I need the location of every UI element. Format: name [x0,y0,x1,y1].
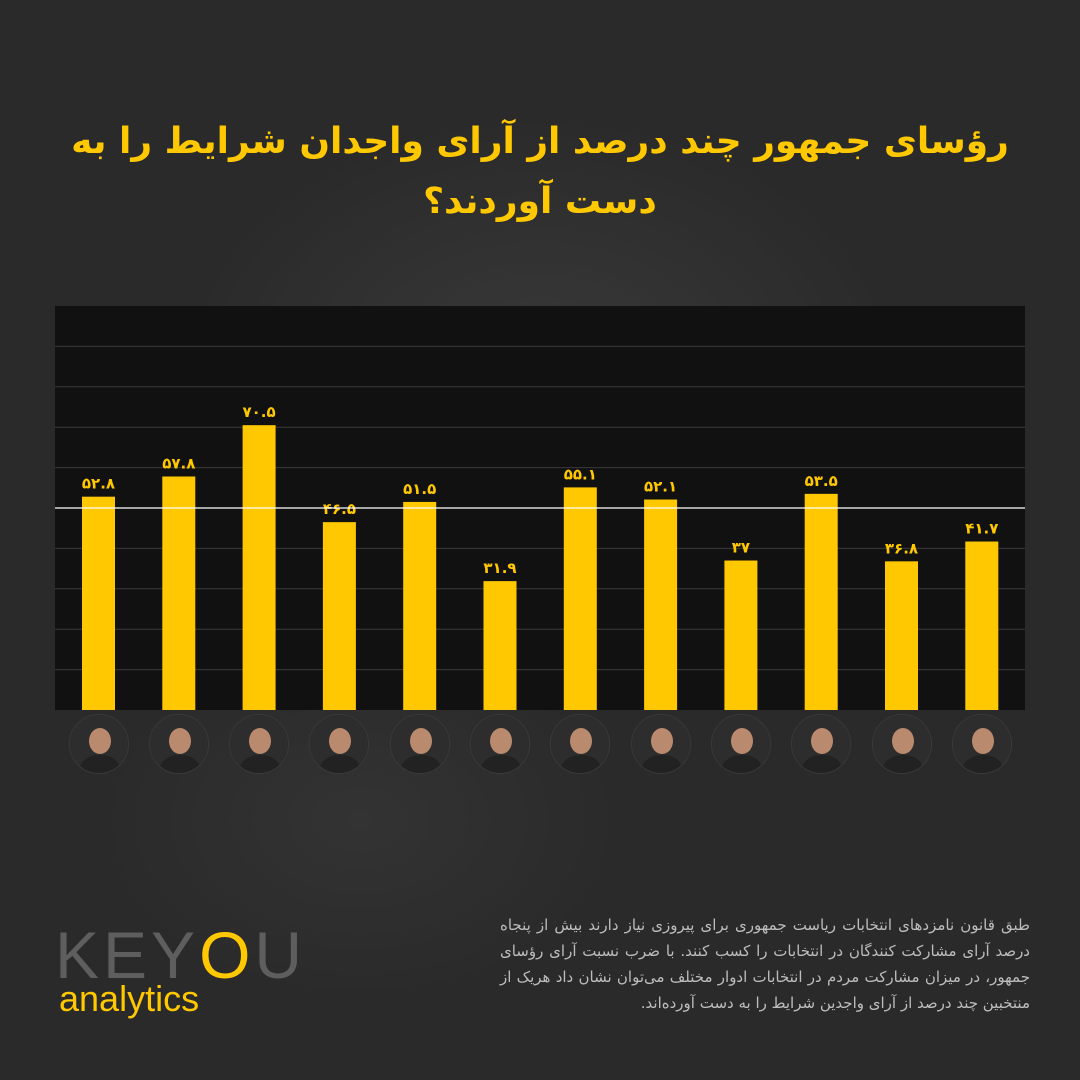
portrait-icon [470,714,530,774]
bar [403,501,437,710]
portrait-icon [68,714,129,774]
bar-value-label: ۴۶.۵ [323,500,356,518]
bar [563,487,597,710]
keyou-logo: KEYOU analytics [55,915,355,1025]
president-avatars [55,712,1025,778]
bar [724,560,758,710]
bar [804,493,838,710]
logo-subtitle: analytics [59,978,200,1019]
bar-value-label: ۴۱.۷ [965,520,998,538]
portrait-icon [148,714,209,774]
plot-area: ۵۲.۸ ۵۷.۸ ۷۰.۵ ۴۶.۵ ۵۱.۵ ۳۱.۹ ۵۵.۱ ۵۲.۱ ۳۷ ۵۳.۵ ۳۶… [55,306,1025,710]
chart-title: رؤسای جمهور چند درصد از آرای واجدان شرای… [71,121,1009,222]
bar-value-label: ۳۷ [732,539,750,557]
bar [644,499,678,710]
portrait-icon [389,714,450,774]
bar [162,476,196,710]
bar [82,496,115,710]
portrait-icon [871,714,932,774]
logo-wordmark: KEYOU [55,918,307,992]
bar-value-label: ۵۲.۱ [644,478,677,496]
bar [885,561,918,710]
portrait-icon [791,714,852,774]
bar-value-label: ۷۰.۵ [243,403,276,421]
bar-value-label: ۵۷.۸ [162,454,195,472]
bar-value-label: ۵۵.۱ [564,465,597,483]
bar [965,541,999,710]
portrait-icon [630,714,691,774]
bar [242,425,276,710]
portrait-icon [309,714,370,774]
bar-value-label: ۳۱.۹ [483,559,516,577]
bar-value-label: ۳۶.۸ [885,539,918,557]
bar-value-label: ۵۱.۵ [403,480,436,498]
bar-chart: ۵۲.۸ ۵۷.۸ ۷۰.۵ ۴۶.۵ ۵۱.۵ ۳۱.۹ ۵۵.۱ ۵۲.۱ ۳۷ ۵۳.۵ ۳۶… [55,345,1025,710]
bar-value-label: ۵۳.۵ [805,472,838,490]
description-text: طبق قانون نامزدهای انتخابات ریاست جمهوری… [500,916,1030,1012]
portrait-icon [229,714,290,774]
portrait-icon [951,714,1012,774]
portrait-icon [710,714,771,774]
bar-value-label: ۵۲.۸ [82,475,115,493]
portrait-icon [550,714,611,774]
bar [483,581,517,710]
bar [322,522,356,710]
